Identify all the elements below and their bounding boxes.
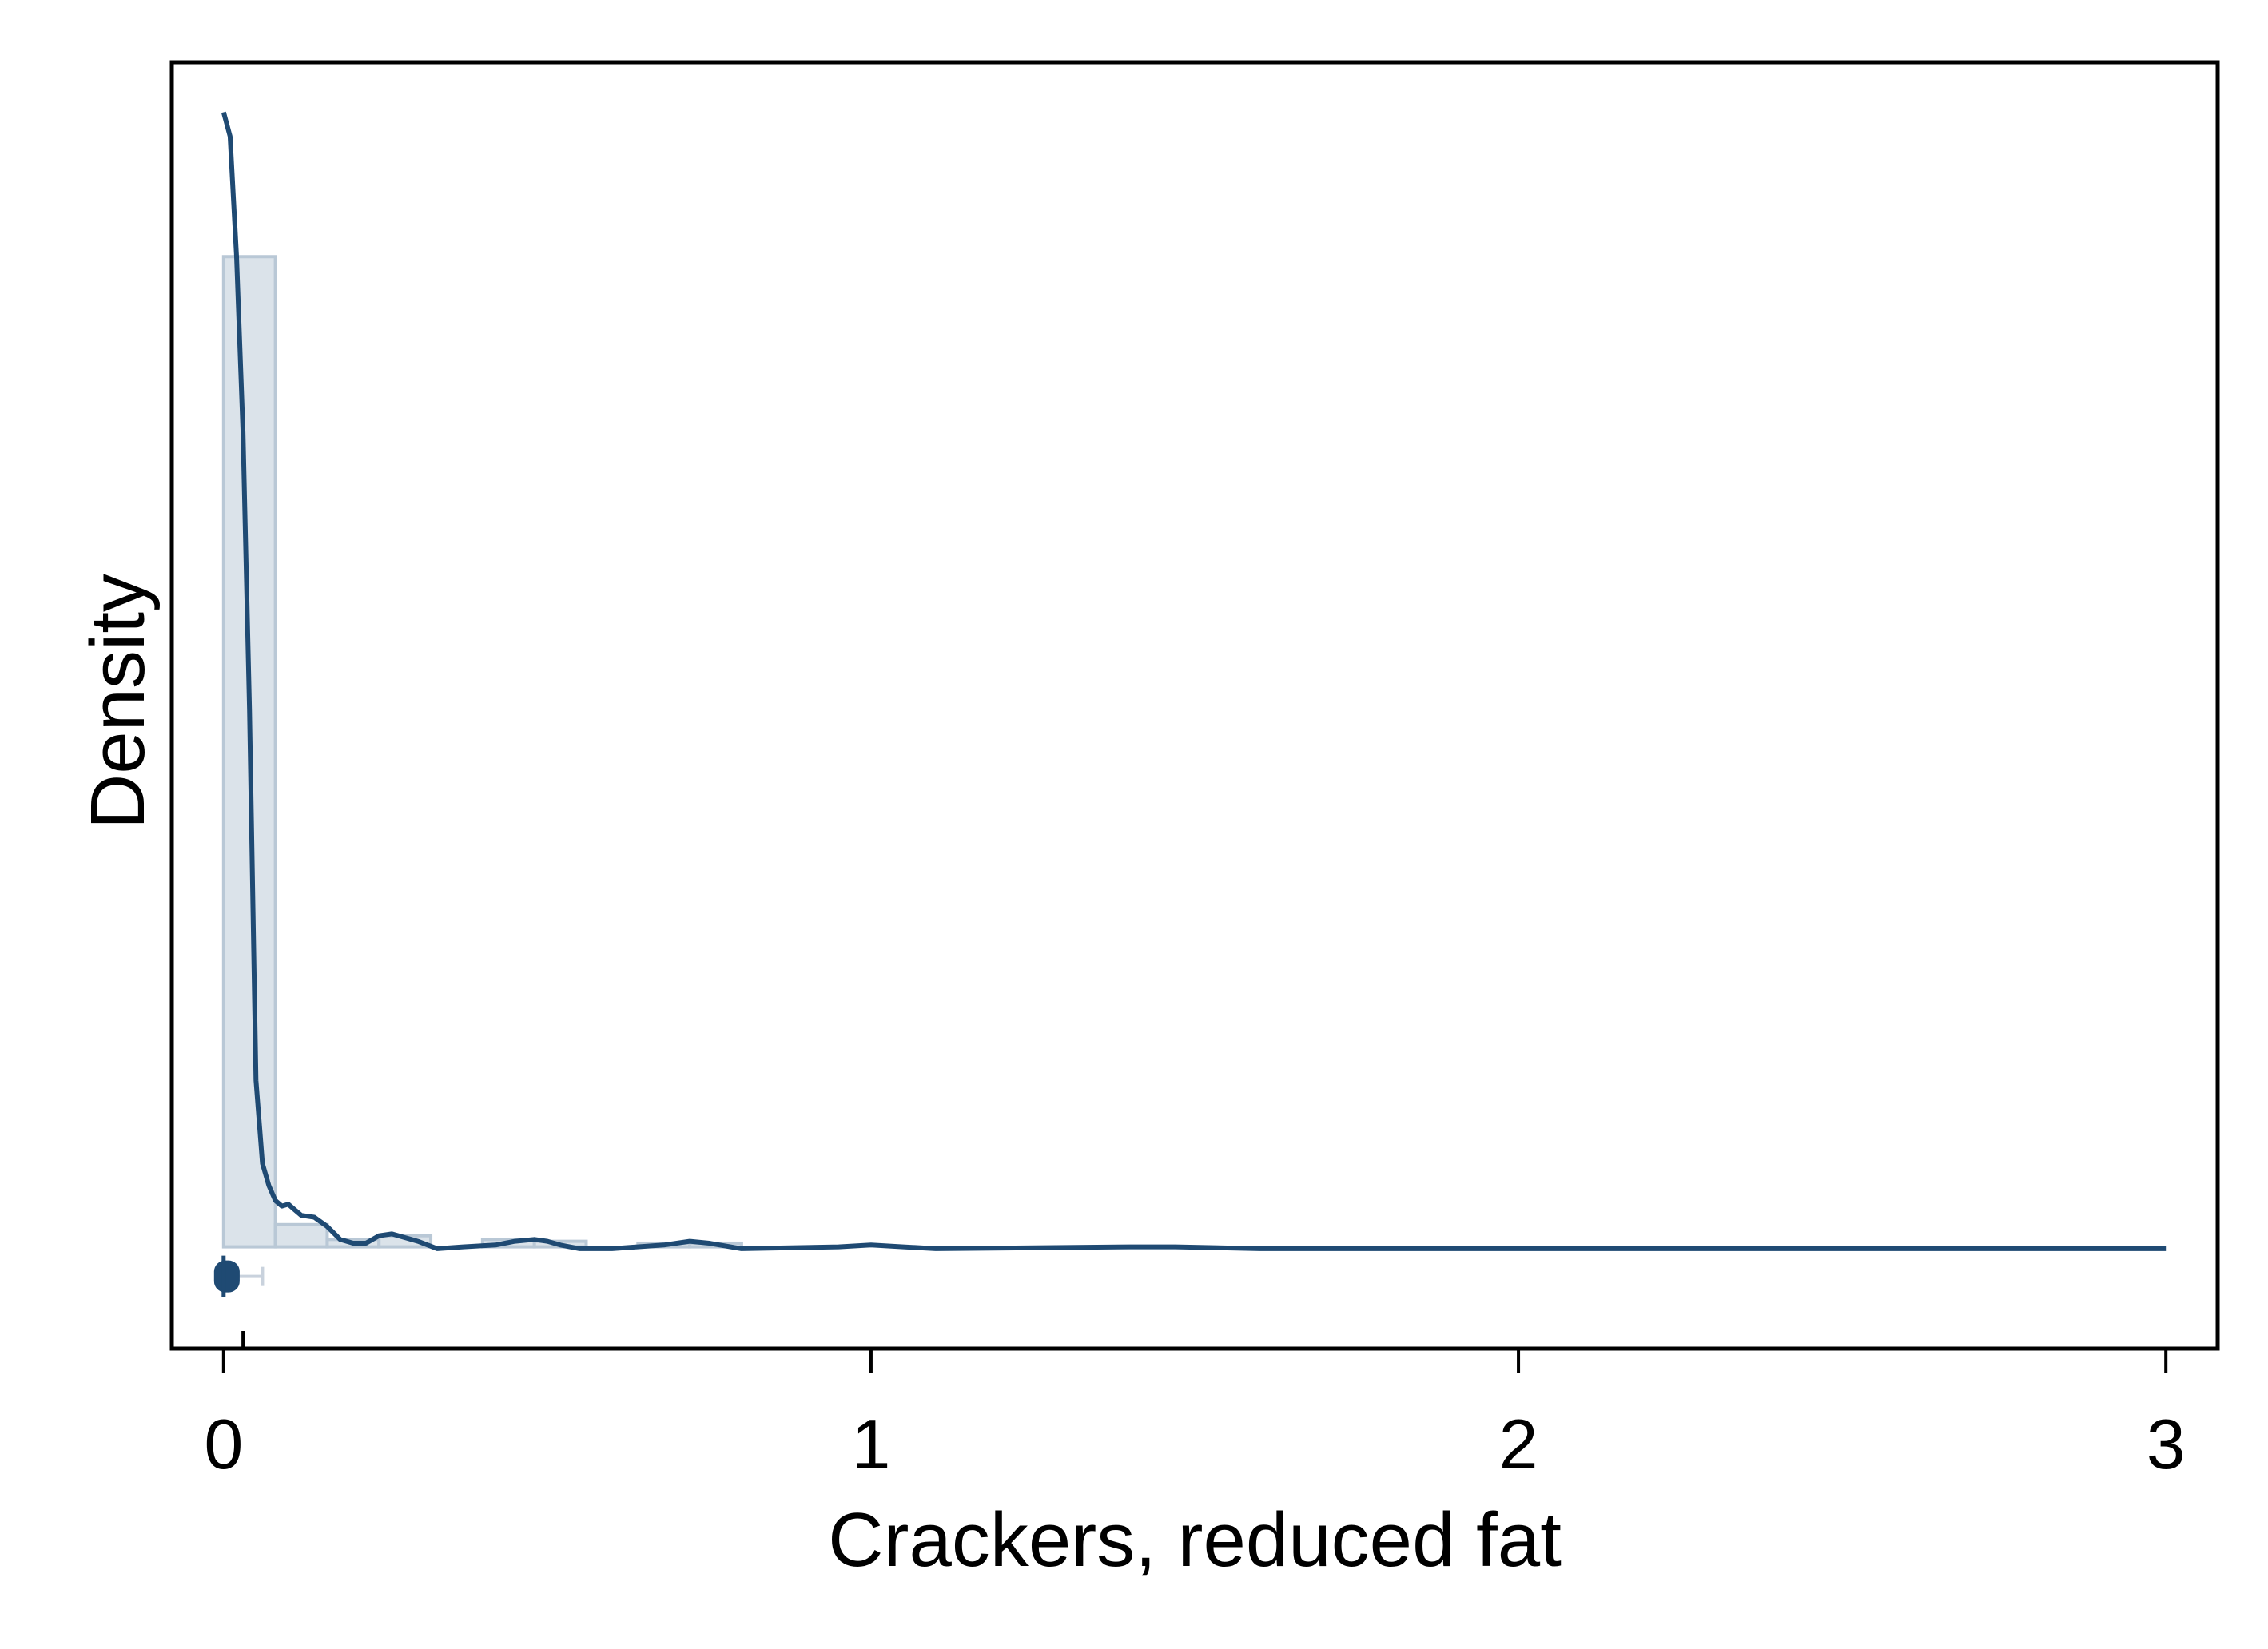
x-axis-title: Crackers, reduced fat [828,1497,1562,1583]
kde-line [221,111,2167,1251]
x-axis-ticks: 0 1 2 3 [204,1331,2186,1484]
boxplot-box [213,1260,240,1293]
plot-frame [169,60,2220,1351]
y-axis-title: Density [75,574,161,829]
x-tick-label-2: 2 [1499,1405,1538,1484]
x-tick-label-1: 1 [851,1405,890,1484]
kde-line-group [221,111,2167,1251]
x-tick-label-3: 3 [2147,1405,2186,1484]
x-tick-label-0: 0 [204,1405,243,1484]
histogram-bar-1 [273,1222,329,1249]
boxplot-group [213,1255,265,1297]
